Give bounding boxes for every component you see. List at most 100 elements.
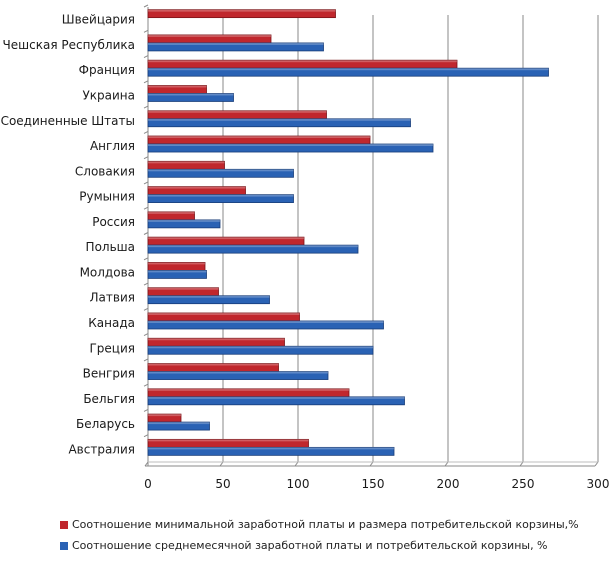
- bar-highlight: [148, 93, 234, 96]
- bar-highlight: [148, 144, 433, 147]
- bar-avg-wage: [147, 93, 234, 102]
- category-label: Англия: [90, 139, 135, 153]
- bar-highlight: [148, 363, 279, 366]
- bar-avg-wage: [147, 219, 221, 229]
- bar-avg-wage: [147, 345, 374, 355]
- legend-item-min-wage: Соотношение минимальной заработной платы…: [60, 514, 579, 535]
- y-tick: [143, 181, 149, 185]
- y-tick: [143, 55, 149, 59]
- bar-highlight: [148, 371, 328, 374]
- bar-highlight: [148, 396, 405, 399]
- bar-highlight: [148, 68, 549, 71]
- bar-highlight: [148, 60, 457, 63]
- bar-avg-wage: [147, 118, 411, 128]
- x-tick: [594, 461, 599, 467]
- category-label: Франция: [79, 63, 135, 77]
- bar-highlight: [148, 439, 309, 442]
- bar-avg-wage: [147, 42, 324, 52]
- x-tick: [444, 461, 449, 467]
- legend-label: Соотношение минимальной заработной платы…: [72, 518, 579, 531]
- y-tick: [143, 105, 149, 109]
- bar-highlight: [148, 245, 358, 248]
- category-label: Румыния: [79, 190, 135, 204]
- y-tick: [143, 282, 149, 286]
- bar-highlight: [148, 422, 210, 425]
- x-tick: [519, 461, 524, 467]
- x-tick-label: 50: [215, 477, 230, 491]
- y-tick: [143, 4, 149, 8]
- bar-avg-wage: [147, 244, 359, 254]
- y-tick: [143, 29, 149, 33]
- bar-highlight: [148, 169, 294, 172]
- bar-avg-wage: [147, 446, 395, 456]
- x-tick-label: 300: [587, 477, 610, 491]
- y-tick: [143, 232, 149, 235]
- bar-avg-wage: [147, 295, 270, 305]
- category-label: Чешская Республика: [3, 38, 135, 52]
- bar-highlight: [148, 295, 270, 298]
- bars: [147, 9, 549, 456]
- bar-avg-wage: [147, 168, 294, 178]
- bar-highlight: [148, 211, 195, 214]
- y-tick: [143, 434, 149, 438]
- bar-highlight: [148, 447, 394, 450]
- bar-avg-wage: [147, 194, 294, 203]
- x-tick-label: 200: [437, 477, 460, 491]
- bar-highlight: [148, 338, 285, 341]
- legend-item-avg-wage: Соотношение среднемесячной заработной пл…: [60, 535, 579, 556]
- x-tick: [219, 461, 224, 467]
- bar-highlight: [148, 237, 304, 240]
- x-tick: [294, 461, 299, 467]
- y-tick: [143, 130, 149, 134]
- category-label: Латвия: [90, 291, 135, 305]
- category-label: Швейцария: [62, 13, 135, 27]
- bar-avg-wage: [147, 67, 549, 77]
- bar-highlight: [148, 194, 294, 197]
- category-label: Польша: [86, 240, 135, 254]
- legend-label: Соотношение среднемесячной заработной пл…: [72, 539, 548, 552]
- bar-avg-wage: [147, 421, 210, 431]
- y-tick: [143, 206, 149, 210]
- x-tick-label: 100: [287, 477, 310, 491]
- y-tick: [143, 80, 149, 84]
- category-label: Греция: [89, 341, 135, 355]
- category-label: Соединенные Штаты: [1, 114, 135, 128]
- y-tick: [143, 307, 149, 311]
- bar-avg-wage: [147, 143, 434, 153]
- bar-avg-wage: [147, 320, 384, 330]
- category-label: Молдова: [80, 265, 135, 279]
- y-tick: [143, 257, 149, 261]
- legend-swatch-blue: [60, 541, 68, 550]
- y-tick: [143, 383, 149, 387]
- category-label: Бельгия: [83, 392, 135, 406]
- bar-highlight: [148, 312, 300, 315]
- bar-highlight: [148, 287, 219, 290]
- x-tick-label: 150: [362, 477, 385, 491]
- bar-highlight: [148, 85, 207, 88]
- bar-highlight: [148, 414, 181, 417]
- bar-highlight: [148, 186, 246, 189]
- bar-highlight: [148, 270, 207, 273]
- bar-highlight: [148, 110, 327, 113]
- y-tick: [143, 333, 149, 337]
- y-tick: [143, 408, 149, 412]
- bar-chart: Швейцария Чешская Республика Франция Украин…: [1, 4, 609, 491]
- category-label: Канада: [88, 316, 135, 330]
- bar-min-wage: [147, 9, 336, 19]
- y-tick: [143, 156, 149, 160]
- x-tick-label: 0: [144, 477, 152, 491]
- bar-avg-wage: [147, 371, 329, 380]
- bar-highlight: [148, 388, 349, 391]
- bar-highlight: [148, 136, 370, 139]
- x-tick-labels: 0 50 100 150 200 250 300: [144, 477, 609, 491]
- category-label: Беларусь: [76, 417, 135, 431]
- category-label: Украина: [82, 88, 135, 102]
- bar-highlight: [148, 34, 271, 37]
- bar-avg-wage: [147, 396, 405, 406]
- category-label: Австралия: [68, 442, 135, 456]
- bar-highlight: [148, 161, 225, 164]
- gridlines: [222, 15, 599, 462]
- category-label: Россия: [92, 215, 135, 229]
- bar-highlight: [148, 262, 205, 265]
- category-label: Словакия: [75, 164, 135, 178]
